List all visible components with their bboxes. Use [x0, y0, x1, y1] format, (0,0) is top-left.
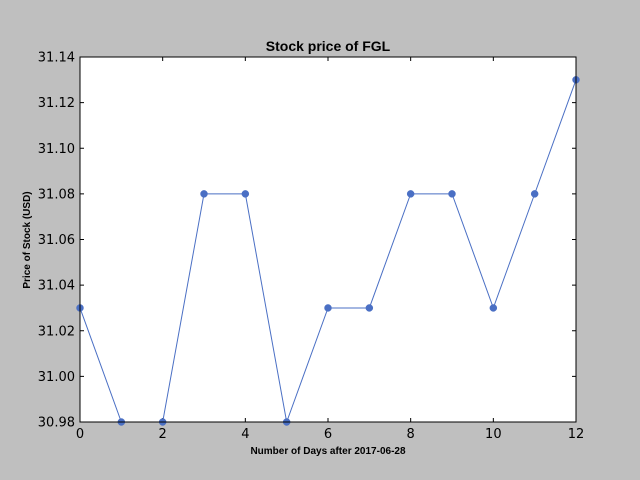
plot-area — [80, 57, 576, 422]
data-point — [241, 190, 250, 198]
chart-title: Stock price of FGL — [266, 38, 391, 54]
x-tick-label: 6 — [324, 427, 332, 442]
x-tick-label: 4 — [241, 427, 249, 442]
x-tick-label: 2 — [159, 427, 167, 442]
data-point — [530, 190, 539, 198]
y-tick-label: 31.00 — [38, 370, 75, 385]
y-tick-label: 31.08 — [38, 187, 75, 202]
x-tick-label: 10 — [485, 427, 502, 442]
data-point — [406, 190, 415, 198]
x-tick-label: 12 — [568, 427, 585, 442]
y-tick-label: 31.04 — [38, 279, 75, 294]
x-tick-label: 0 — [76, 427, 84, 442]
x-tick-labels: 0 2 4 6 8 10 12 — [76, 427, 584, 442]
x-tick-label: 8 — [407, 427, 415, 442]
data-point — [365, 304, 374, 312]
y-tick-labels: 30.98 31.00 31.02 31.04 31.06 31.08 31.10 31.12… — [38, 51, 75, 431]
data-point — [448, 190, 456, 198]
y-tick-label: 31.14 — [38, 51, 75, 66]
y-tick-label: 31.12 — [38, 96, 75, 111]
y-tick-label: 31.10 — [38, 142, 75, 157]
data-point — [324, 304, 332, 312]
data-point — [200, 190, 208, 198]
data-point — [489, 304, 498, 312]
y-axis-label: Price of Stock (USD) — [22, 191, 33, 288]
y-tick-label: 31.02 — [38, 324, 75, 339]
y-tick-label: 31.06 — [38, 233, 75, 248]
plot-frame — [79, 56, 577, 423]
y-tick-label: 30.98 — [38, 416, 75, 431]
x-axis-label: Number of Days after 2017-06-28 — [250, 446, 406, 457]
